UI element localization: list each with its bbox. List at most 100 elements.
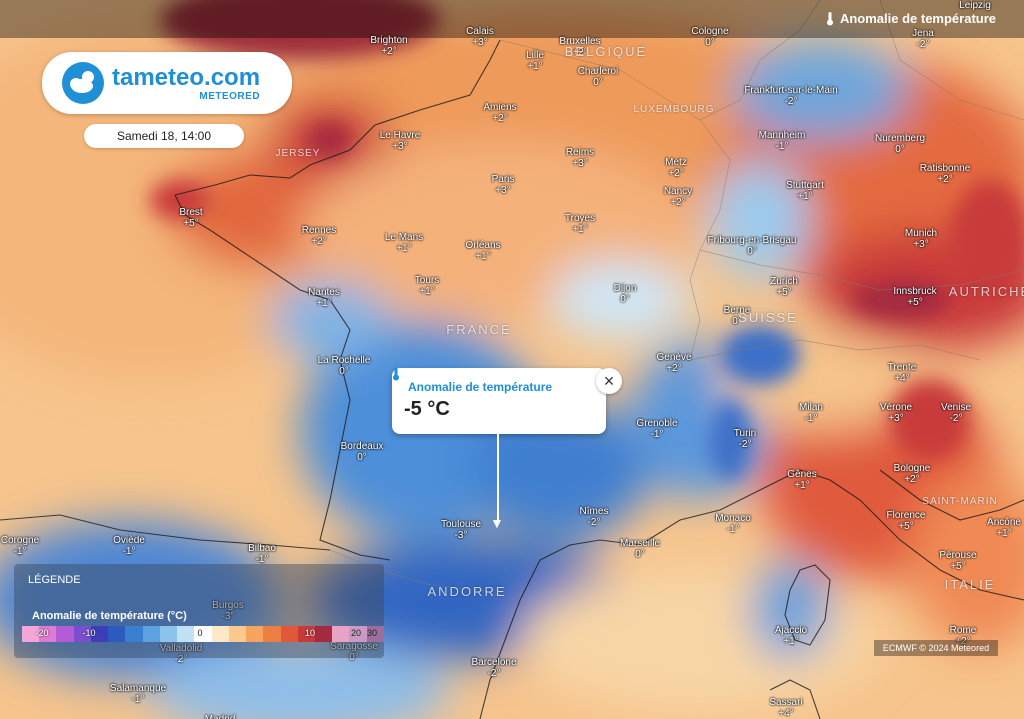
city-label[interactable]: Florence +5° — [887, 510, 926, 532]
city-label[interactable]: Genève +2° — [656, 352, 691, 374]
country-label: ITALIE — [944, 577, 996, 592]
close-popup-button[interactable]: × — [596, 368, 622, 394]
city-label[interactable]: Toulouse -3° — [441, 519, 481, 541]
city-label[interactable]: Turin -2° — [734, 428, 756, 450]
legend-panel[interactable]: LÉGENDE Anomalie de température (°C) -20… — [14, 564, 384, 658]
city-label[interactable]: Valladolid -2° — [160, 643, 203, 665]
city-label[interactable]: Ancône +1° — [987, 517, 1021, 539]
legend-color-step — [73, 626, 91, 642]
city-name: Nuremberg — [874, 133, 926, 144]
city-label[interactable]: Munich +3° — [905, 228, 937, 250]
city-label[interactable]: Fribourg-en-Brisgau 0° — [708, 235, 797, 257]
city-label[interactable]: Milan -1° — [799, 402, 823, 424]
city-name: Sassari — [769, 697, 803, 708]
city-label[interactable]: Venise -2° — [941, 402, 971, 424]
city-label[interactable]: Metz +2° — [665, 157, 687, 179]
city-label[interactable]: Amiens +2° — [483, 102, 516, 124]
city-label[interactable]: Mannheim -1° — [759, 130, 806, 152]
city-label[interactable]: Vérone +3° — [880, 402, 912, 424]
city-label[interactable]: Rennes +2° — [302, 225, 336, 247]
city-label[interactable]: Innsbruck +5° — [893, 286, 936, 308]
city-label[interactable]: Nantes +1° — [308, 287, 340, 309]
city-anomaly-value: -1° — [13, 546, 27, 557]
city-label[interactable]: Jena -2° — [912, 28, 934, 50]
city-anomaly-value: +2° — [937, 174, 953, 185]
city-label[interactable]: Pérouse +5° — [939, 550, 976, 572]
city-label[interactable]: Madrid — [205, 714, 236, 719]
date-selector[interactable]: Samedi 18, 14:00 — [84, 124, 244, 148]
city-label[interactable]: Troyes +1° — [565, 213, 595, 235]
layer-title[interactable]: Anomalie de température — [826, 11, 996, 26]
city-label[interactable]: Corogne -1° — [1, 535, 39, 557]
data-credit: ECMWF © 2024 Meteored — [874, 640, 998, 656]
city-anomaly-value: -1° — [131, 694, 145, 705]
legend-color-step — [108, 626, 126, 642]
city-label[interactable]: Trente +4° — [888, 362, 917, 384]
city-label[interactable]: Nancy +2° — [664, 186, 692, 208]
city-label[interactable]: Bologne +2° — [894, 463, 931, 485]
city-name: Bruxelles — [559, 36, 601, 47]
city-label[interactable]: Brest +5° — [179, 207, 202, 229]
city-name: Bordeaux — [340, 441, 384, 452]
city-anomaly-value: +3° — [572, 158, 588, 169]
city-label[interactable]: Cologne 0° — [691, 26, 728, 48]
city-label[interactable]: Paris +3° — [492, 174, 515, 196]
city-label[interactable]: Ajaccio +1° — [775, 625, 807, 647]
city-label[interactable]: Saragosse 0° — [330, 641, 378, 663]
city-label[interactable]: Grenoble -1° — [636, 418, 677, 440]
city-label[interactable]: Marseille 0° — [620, 538, 660, 560]
city-label[interactable]: Salamanque -1° — [110, 683, 166, 705]
city-label[interactable]: Frankfurt-sur-le-Main -2° — [744, 85, 837, 107]
city-anomaly-value: -1° — [726, 524, 740, 535]
legend-color-step — [228, 626, 247, 642]
city-label[interactable]: Le Mans +1° — [385, 232, 423, 254]
city-label[interactable]: Burgos -3° — [212, 600, 244, 622]
city-label[interactable]: Monaco -1° — [715, 513, 751, 535]
city-label[interactable]: Bilbao -1° — [248, 543, 276, 565]
city-anomaly-value: 0° — [705, 37, 715, 48]
city-label[interactable]: Berne 0° — [724, 305, 751, 327]
city-label[interactable]: Rome +2° — [950, 625, 977, 647]
city-label[interactable]: La Rochelle 0° — [318, 355, 371, 377]
city-anomaly-value: +4° — [894, 373, 910, 384]
city-label[interactable]: Bruxelles +2° — [559, 36, 600, 58]
popup-value: -5 °C — [404, 398, 450, 420]
country-label: AUTRICHE — [948, 284, 1024, 299]
city-name: Troyes — [564, 213, 596, 224]
pointer-arrow-icon: ▼ — [490, 515, 504, 531]
city-anomaly-value: -1° — [255, 554, 269, 565]
city-label[interactable]: Zurich +5° — [770, 276, 798, 298]
city-label[interactable]: Charleroi 0° — [578, 66, 619, 88]
city-label[interactable]: Nîmes -2° — [580, 506, 609, 528]
city-label[interactable]: Nuremberg 0° — [875, 133, 925, 155]
city-label[interactable]: Sassari +4° — [769, 697, 802, 719]
city-anomaly-value: +1° — [996, 528, 1012, 539]
city-anomaly-value: +2° — [668, 168, 684, 179]
city-label[interactable]: Leipzig — [959, 0, 991, 11]
city-label[interactable]: Oviède -1° — [113, 535, 145, 557]
city-label[interactable]: Lille +1° — [526, 50, 544, 72]
city-label[interactable]: Dijon 0° — [614, 283, 637, 305]
city-label[interactable]: Calais +3° — [466, 26, 494, 48]
city-label[interactable]: Tours +1° — [415, 275, 439, 297]
brand-logo[interactable]: tameteo.com METEORED — [42, 52, 292, 114]
city-label[interactable]: Le Havre +3° — [380, 130, 421, 152]
city-label[interactable]: Barcelone -2° — [471, 657, 516, 679]
city-label[interactable]: Bordeaux 0° — [341, 441, 384, 463]
city-label[interactable]: Ratisbonne +2° — [920, 163, 971, 185]
city-name: Venise — [940, 402, 972, 413]
city-label[interactable]: Orléans +1° — [465, 240, 500, 262]
city-anomaly-value: -2° — [949, 413, 963, 424]
city-label[interactable]: Stuttgart +1° — [786, 180, 824, 202]
city-anomaly-value: +1° — [797, 191, 813, 202]
brand-name: tameteo.com — [112, 63, 261, 91]
brand-sub: METEORED — [199, 90, 261, 102]
city-name: Orléans — [465, 240, 501, 251]
city-anomaly-value: -3° — [454, 530, 468, 541]
city-label[interactable]: Gênes +1° — [787, 469, 816, 491]
city-name: Brest — [179, 207, 203, 218]
city-label[interactable]: Brighton +2° — [370, 35, 407, 57]
city-label[interactable]: Reims +3° — [566, 147, 594, 169]
city-anomaly-value: -1° — [804, 413, 818, 424]
